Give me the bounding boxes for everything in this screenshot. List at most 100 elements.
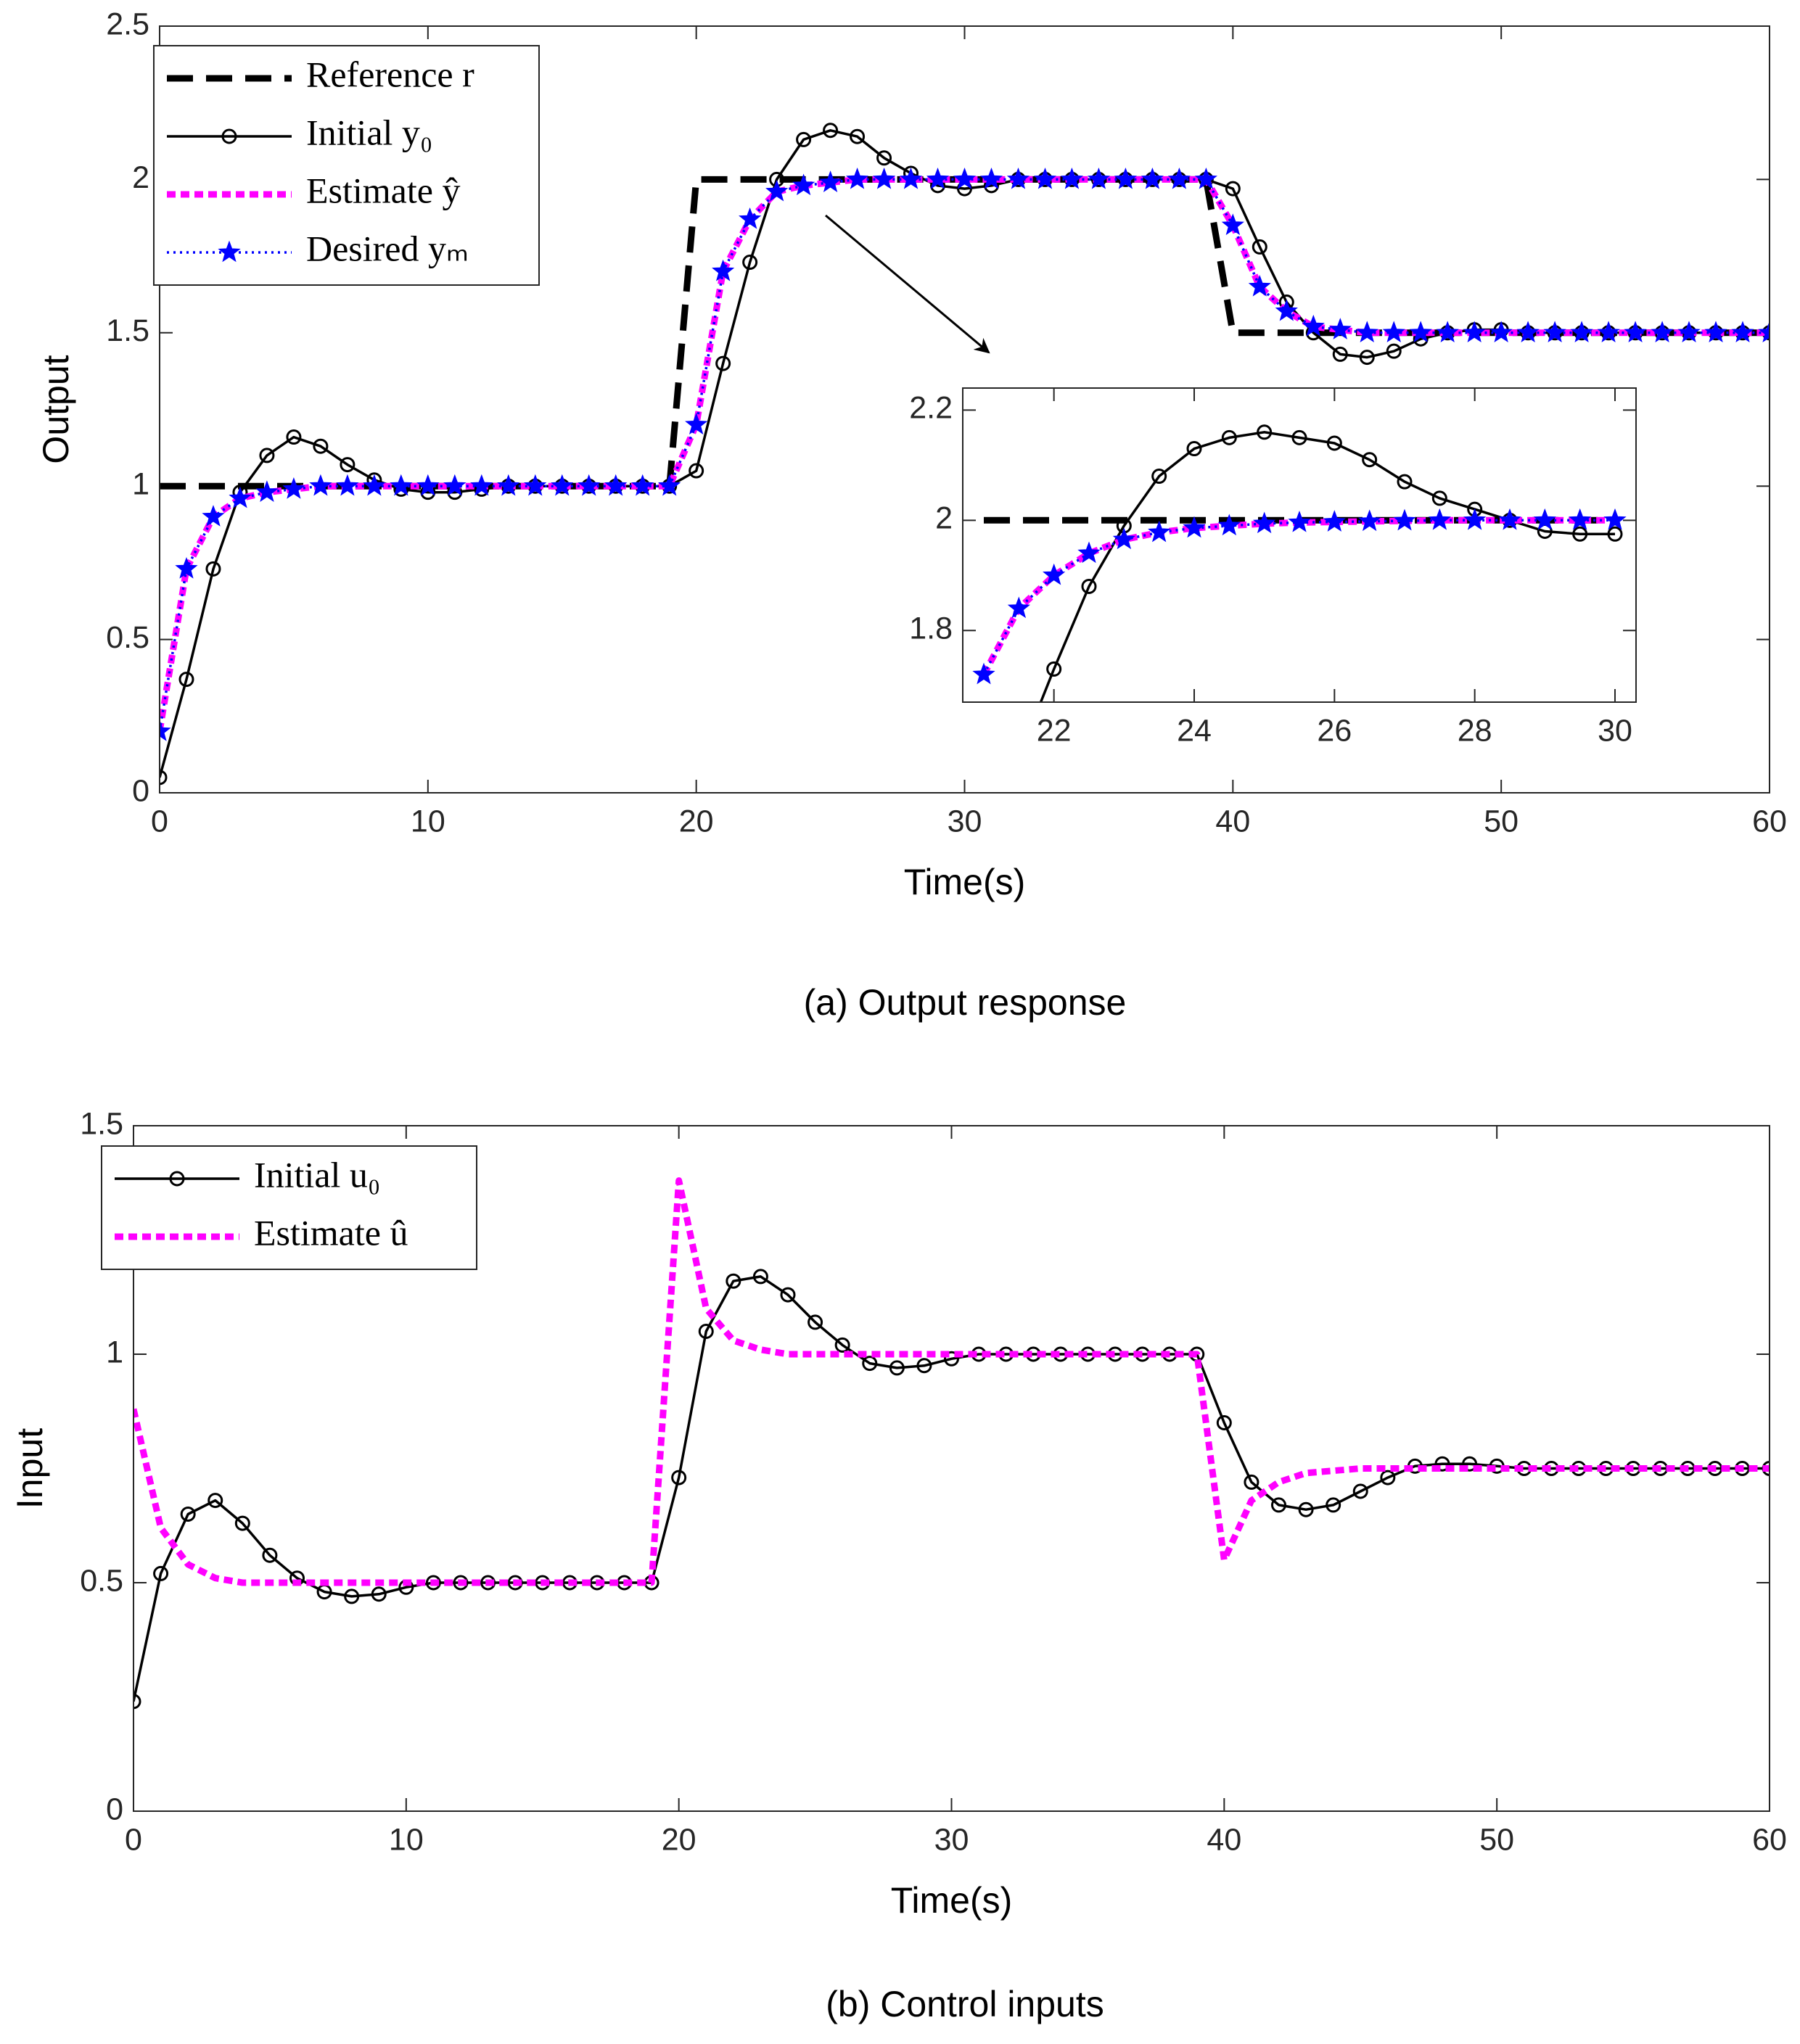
marker-star xyxy=(739,207,762,229)
marker-circle xyxy=(944,1351,959,1367)
marker-star xyxy=(953,167,977,189)
x-tick-label: 60 xyxy=(1752,1822,1787,1857)
marker-star xyxy=(443,474,467,496)
y-tick-label: 2.5 xyxy=(106,7,149,41)
marker-circle xyxy=(1326,435,1342,451)
marker-star xyxy=(1007,596,1030,619)
marker-star xyxy=(1087,167,1111,189)
marker-circle xyxy=(752,1269,768,1285)
marker-circle xyxy=(1462,1456,1478,1472)
marker-star xyxy=(1489,321,1513,343)
marker-star xyxy=(1543,321,1566,343)
marker-star xyxy=(1731,321,1754,343)
marker-circle xyxy=(1252,239,1267,255)
marker-star xyxy=(765,179,789,202)
marker-star xyxy=(470,474,493,496)
marker-star xyxy=(1077,541,1101,564)
marker-circle xyxy=(207,1493,223,1509)
y-tick-label: 1 xyxy=(132,467,149,502)
marker-star xyxy=(336,474,359,496)
marker-circle xyxy=(1271,1497,1286,1513)
y-tick-label: 0.5 xyxy=(80,1563,123,1598)
legend-label: Reference r xyxy=(306,54,474,94)
marker-circle xyxy=(1359,350,1375,366)
marker-circle xyxy=(862,1356,878,1372)
marker-star xyxy=(1112,527,1135,550)
marker-star xyxy=(972,662,995,685)
marker-star xyxy=(309,474,332,496)
marker-circle xyxy=(1257,424,1273,440)
x-tick-label: 40 xyxy=(1215,804,1250,838)
marker-star xyxy=(1463,321,1486,343)
marker-circle xyxy=(340,457,356,473)
marker-star xyxy=(363,474,386,496)
x-tick-label: 60 xyxy=(1752,804,1787,838)
series-line xyxy=(133,1275,1770,1702)
marker-circle xyxy=(1151,469,1167,485)
y-axis-label: Input xyxy=(9,1428,50,1509)
y-tick-label: 0.5 xyxy=(106,620,149,655)
marker-star xyxy=(1409,321,1432,343)
x-tick-label: 22 xyxy=(1037,713,1072,748)
marker-circle xyxy=(221,128,237,144)
marker-star xyxy=(1463,508,1487,530)
marker-star xyxy=(979,167,1003,189)
marker-circle xyxy=(1607,526,1623,542)
marker-star xyxy=(282,477,305,499)
y-tick-label: 1.5 xyxy=(106,313,149,348)
marker-circle xyxy=(1380,1470,1396,1485)
plot xyxy=(133,1177,1770,1710)
marker-star xyxy=(1758,321,1770,343)
y-tick-label: 1.8 xyxy=(909,611,953,646)
marker-circle xyxy=(1352,1483,1368,1499)
y-tick-label: 1.5 xyxy=(80,1106,123,1141)
marker-star xyxy=(1253,511,1276,534)
marker-star xyxy=(604,474,628,496)
marker-circle xyxy=(1397,474,1413,490)
y-tick-label: 0 xyxy=(106,1792,123,1826)
marker-star xyxy=(1677,321,1701,343)
marker-circle xyxy=(1046,661,1062,677)
annotation-arrow xyxy=(825,214,990,354)
marker-star xyxy=(1428,508,1451,530)
marker-circle xyxy=(698,1324,714,1339)
marker-star xyxy=(631,474,654,496)
marker-star xyxy=(1217,514,1241,536)
marker-star xyxy=(1603,508,1627,530)
marker-star xyxy=(1148,520,1171,543)
x-tick-label: 0 xyxy=(125,1822,142,1857)
series-line xyxy=(133,1177,1770,1586)
marker-circle xyxy=(286,429,302,445)
marker-star xyxy=(845,167,869,189)
x-tick-label: 30 xyxy=(1598,713,1632,748)
marker-star xyxy=(1323,510,1346,532)
marker-star xyxy=(1516,321,1540,343)
legend-label: Estimate û xyxy=(254,1212,408,1253)
marker-star xyxy=(1006,167,1030,189)
y-tick-label: 2.2 xyxy=(909,391,953,426)
marker-circle xyxy=(1434,1456,1450,1472)
marker-star xyxy=(1651,321,1674,343)
marker-circle xyxy=(1216,1415,1232,1430)
marker-star xyxy=(1569,508,1592,530)
marker-star xyxy=(712,259,735,281)
marker-star xyxy=(658,474,681,496)
marker-star xyxy=(390,474,413,496)
marker-star xyxy=(1183,516,1206,538)
x-tick-label: 26 xyxy=(1317,713,1352,748)
legend: Initial u₀ Estimate û xyxy=(101,1145,477,1270)
marker-circle xyxy=(823,123,839,139)
marker-circle xyxy=(889,1360,905,1376)
marker-circle xyxy=(425,1575,441,1591)
marker-circle xyxy=(180,1507,196,1522)
marker-circle xyxy=(153,1565,169,1581)
marker-star xyxy=(1194,167,1217,189)
axes: 0 10 20 30 40 50 60 0 0.5 1 1.5 Time(s) Input (b) Con… xyxy=(9,1106,1787,2024)
legend-label: Initial u₀ xyxy=(254,1154,380,1195)
marker-star xyxy=(229,486,252,508)
marker-circle xyxy=(726,1273,741,1289)
x-tick-label: 30 xyxy=(934,1822,969,1857)
y-tick-label: 2 xyxy=(935,501,953,536)
x-tick-label: 40 xyxy=(1207,1822,1241,1857)
marker-circle xyxy=(262,1547,278,1563)
